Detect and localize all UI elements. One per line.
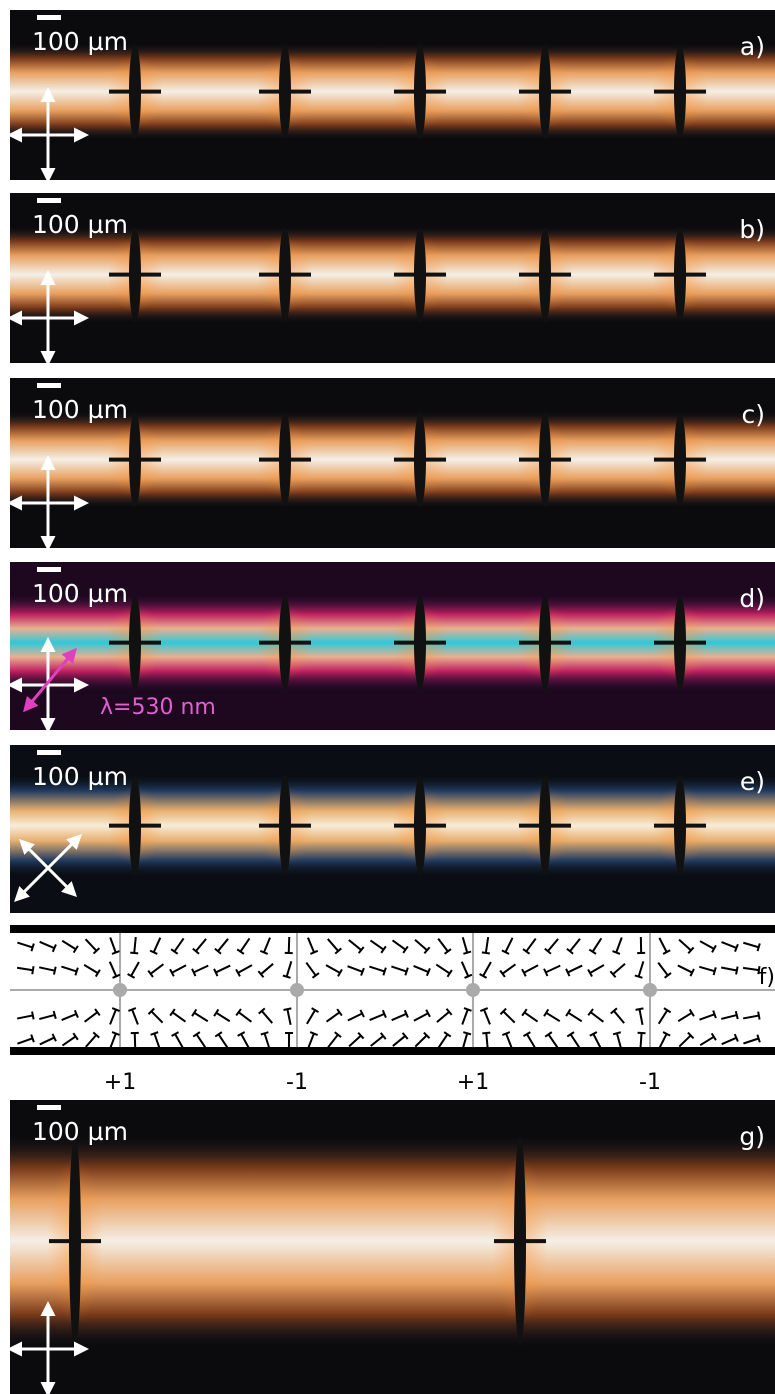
defect-brush: [109, 458, 161, 462]
defect-brush: [519, 641, 571, 645]
defect-brush: [394, 641, 446, 645]
defect-brush: [654, 824, 706, 828]
scale-bar: [37, 567, 61, 572]
defect-brush: [109, 824, 161, 828]
director-head: [758, 1012, 759, 1020]
defect-core: [113, 983, 127, 997]
defect-brush: [654, 641, 706, 645]
director: [135, 1033, 136, 1049]
defect-brush: [109, 90, 161, 94]
panel-label: f): [759, 965, 775, 990]
defect-core: [643, 983, 657, 997]
defect-brush: [519, 90, 571, 94]
director: [640, 1033, 641, 1049]
panel-label: g): [739, 1122, 765, 1151]
scale-label: 100 µm: [32, 1117, 128, 1146]
panel-label: a): [740, 32, 765, 61]
panel-label: c): [742, 400, 766, 429]
director-head: [482, 952, 490, 953]
director: [289, 937, 290, 953]
defect-charge: -1: [639, 1070, 661, 1095]
defect-brush: [394, 90, 446, 94]
scale-bar: [37, 383, 61, 388]
scale-label: 100 µm: [32, 762, 128, 791]
defect-brush: [259, 458, 311, 462]
defect-core: [290, 983, 304, 997]
defect-brush: [494, 1239, 546, 1243]
defect-brush: [519, 824, 571, 828]
defect-brush: [654, 273, 706, 277]
defect-brush: [259, 273, 311, 277]
defect-brush: [109, 641, 161, 645]
defect-brush: [519, 458, 571, 462]
defect-charge: -1: [286, 1070, 308, 1095]
defect-brush: [259, 824, 311, 828]
defect-brush: [259, 90, 311, 94]
panel-label: b): [739, 215, 765, 244]
defect-brush: [654, 90, 706, 94]
scale-label: 100 µm: [32, 27, 128, 56]
defect-brush: [654, 458, 706, 462]
panel-label: e): [740, 767, 765, 796]
defect-brush: [109, 273, 161, 277]
defect-core: [466, 983, 480, 997]
figure: 100 µm a) 100 µm b) 100 µm c) 100 µm d) λ=530 nm…: [0, 0, 775, 1394]
defect-brush: [394, 824, 446, 828]
director-head: [638, 1033, 646, 1034]
director-head: [482, 1033, 490, 1034]
defect-brush: [49, 1239, 101, 1243]
director: [486, 1033, 487, 1049]
border: [10, 925, 775, 933]
defect-brush: [394, 458, 446, 462]
scale-bar: [37, 750, 61, 755]
defect-brush: [519, 273, 571, 277]
scale-bar: [37, 198, 61, 203]
scale-label: 100 µm: [32, 210, 128, 239]
scale-label: 100 µm: [32, 579, 128, 608]
director-head: [32, 966, 33, 974]
director-head: [130, 953, 138, 954]
defect-charge: +1: [104, 1070, 136, 1095]
scale-label: 100 µm: [32, 395, 128, 424]
scale-bar: [37, 1105, 61, 1110]
defect-brush: [394, 273, 446, 277]
defect-charge: +1: [457, 1070, 489, 1095]
birefringent-band: [10, 1136, 775, 1346]
panel-label: d): [739, 584, 765, 613]
retarder-label: λ=530 nm: [100, 695, 216, 720]
defect-brush: [259, 641, 311, 645]
scale-bar: [37, 15, 61, 20]
